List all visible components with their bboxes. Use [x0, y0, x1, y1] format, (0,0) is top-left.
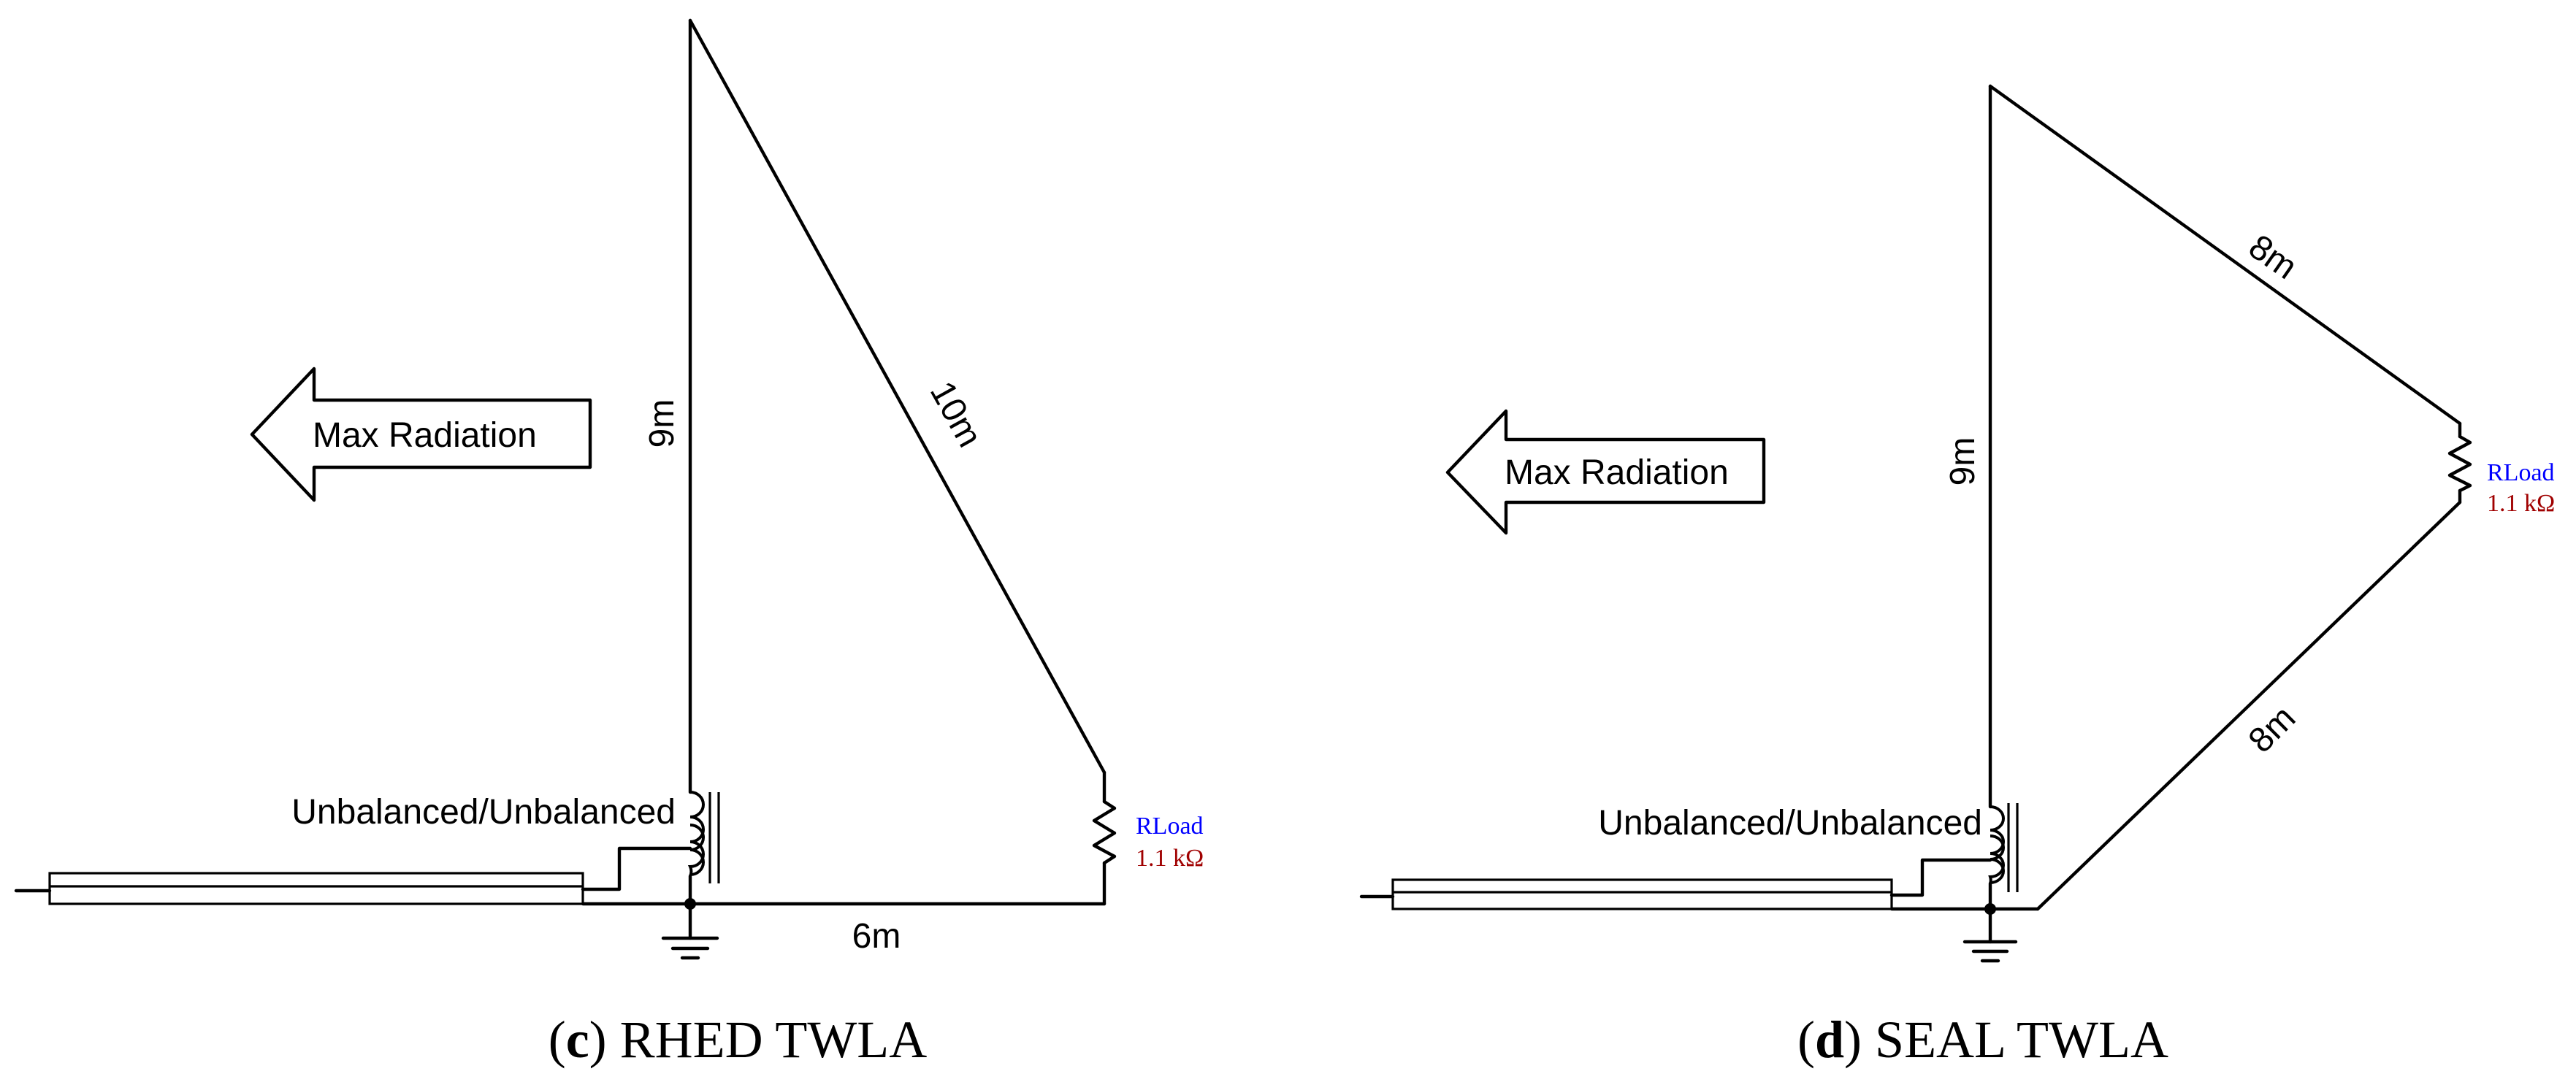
- max-radiation-arrow-c: Max Radiation: [250, 367, 592, 502]
- resistor-icon: [1092, 799, 1117, 865]
- coax-cable-icon: [1359, 858, 1992, 911]
- load-name-c: RLoad: [1136, 813, 1204, 840]
- caption-letter-d: d: [1815, 1010, 1844, 1069]
- arrow-left-icon: [250, 367, 592, 502]
- arrow-left-icon: [1445, 409, 1766, 535]
- transformer-icon: [1988, 803, 2019, 892]
- bottom-length-c: 6m: [852, 917, 901, 956]
- arrow-label-c: Max Radiation: [313, 416, 537, 455]
- ground-icon: [661, 902, 719, 960]
- transformer-label-c: Unbalanced/Unbalanced: [291, 793, 676, 832]
- load-value-d: 1.1 kΩ: [2487, 490, 2555, 517]
- caption-text-d: SEAL TWLA: [1875, 1010, 2168, 1069]
- max-radiation-arrow-d: Max Radiation: [1445, 409, 1766, 535]
- caption-d: (d) SEAL TWLA: [1797, 1010, 2168, 1069]
- upper-diagonal-length-d: 8m: [2241, 227, 2304, 287]
- caption-c: (c) RHED TWLA: [549, 1010, 928, 1069]
- ground-icon: [1962, 907, 2018, 963]
- diagonal-wire-c: [688, 18, 1107, 775]
- caption-text-c: RHED TWLA: [620, 1010, 928, 1069]
- transformer-label-d: Unbalanced/Unbalanced: [1598, 804, 1982, 843]
- lower-diagonal-wire-d: [2036, 500, 2462, 911]
- load-value-c: 1.1 kΩ: [1136, 845, 1204, 872]
- antenna-wires-c: [688, 18, 1107, 906]
- antenna-wires-d: [1988, 84, 2462, 911]
- upper-diagonal-wire-d: [1988, 84, 2462, 426]
- transformer-icon: [687, 791, 720, 883]
- caption-letter-c: c: [566, 1010, 589, 1069]
- diagonal-length-c: 10m: [922, 375, 990, 453]
- panel-d: Max Radiation RLoad 1.1 kΩ Unbalanced/Un…: [1359, 84, 2555, 1069]
- load-name-d: RLoad: [2487, 459, 2555, 486]
- lower-diagonal-length-d: 8m: [2241, 699, 2304, 761]
- coax-cable-icon: [14, 846, 692, 906]
- resistor-icon: [2447, 434, 2472, 493]
- vertical-length-c: 9m: [643, 399, 681, 448]
- panel-c: Max Radiation RLoad 1.1 kΩ Unbalanced/Un…: [14, 18, 1204, 1069]
- arrow-label-d: Max Radiation: [1505, 453, 1729, 492]
- vertical-length-d: 9m: [1944, 437, 1982, 486]
